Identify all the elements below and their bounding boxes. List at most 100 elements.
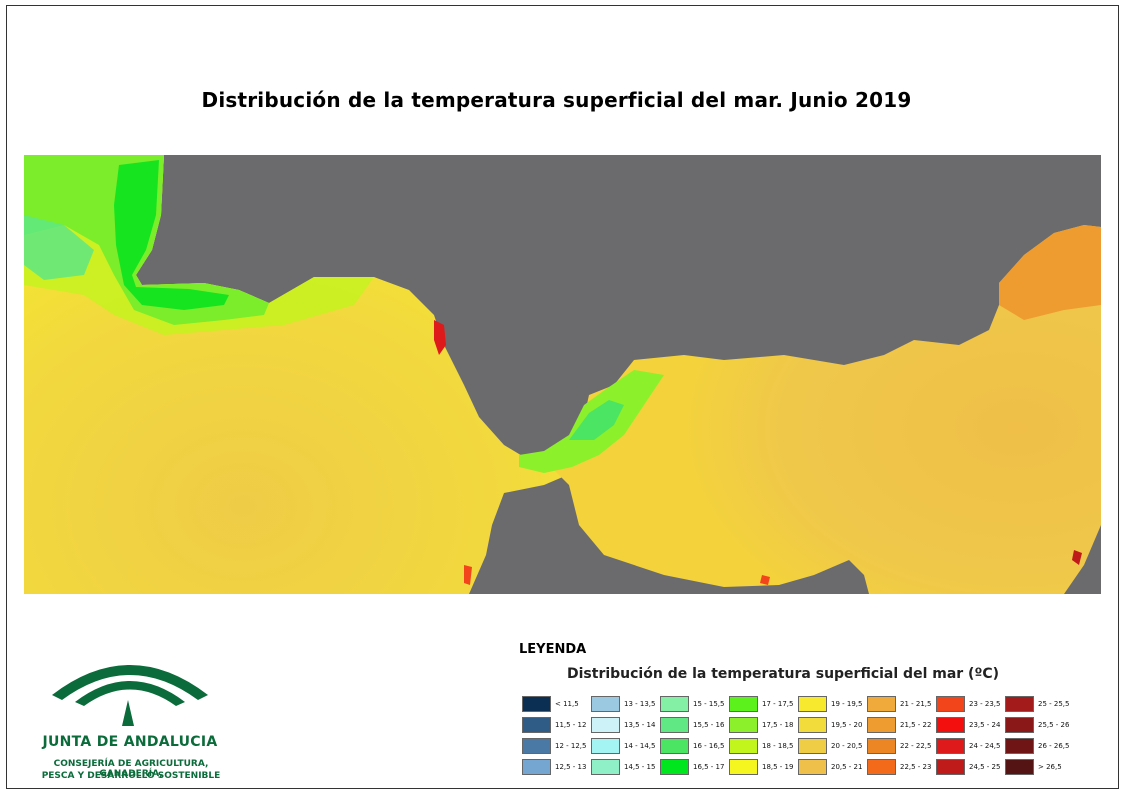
hot-coastal-spot-4 [760, 575, 770, 585]
legend-label: 21,5 - 22 [900, 721, 932, 729]
legend-swatch [729, 759, 758, 775]
legend-label: 16,5 - 17 [693, 763, 725, 771]
legend-label: 20 - 20,5 [831, 742, 863, 750]
legend-label: 15 - 15,5 [693, 700, 725, 708]
legend-swatch [522, 759, 551, 775]
legend-item: 22 - 22,5 [867, 737, 931, 755]
logo-subtitle-line2: PESCA Y DESARROLLO SOSTENIBLE [41, 771, 221, 781]
legend-item: 25 - 25,5 [1005, 695, 1069, 713]
legend-swatch [936, 696, 965, 712]
legend-item: 15,5 - 16 [660, 716, 724, 734]
sea-temperature-map [24, 155, 1101, 594]
legend-item: 19,5 - 20 [798, 716, 862, 734]
legend-label: < 11,5 [555, 700, 579, 708]
legend-label: 22 - 22,5 [900, 742, 932, 750]
cool-patch [24, 215, 94, 280]
legend-item: 15 - 15,5 [660, 695, 724, 713]
logo-name: JUNTA DE ANDALUCIA [42, 734, 218, 750]
atlantic-sea [24, 155, 572, 594]
legend-item: 20,5 - 21 [798, 758, 862, 776]
legend-item: 17 - 17,5 [729, 695, 793, 713]
legend-item: 18,5 - 19 [729, 758, 793, 776]
legend-label: 11,5 - 12 [555, 721, 587, 729]
legend-swatch [591, 696, 620, 712]
legend-swatch [660, 717, 689, 733]
legend-swatch [867, 738, 896, 754]
legend-label: 13,5 - 14 [624, 721, 656, 729]
legend-swatch [522, 696, 551, 712]
legend-swatch [798, 738, 827, 754]
logo-arch [122, 700, 134, 726]
legend-swatch [798, 759, 827, 775]
legend-label: 21 - 21,5 [900, 700, 932, 708]
legend-swatch [522, 717, 551, 733]
strait-core-zone [569, 400, 624, 440]
legend-swatch [522, 738, 551, 754]
legend-swatch [660, 738, 689, 754]
legend-item: 12,5 - 13 [522, 758, 586, 776]
legend-item: 25,5 - 26 [1005, 716, 1069, 734]
junta-andalucia-logo [52, 665, 208, 726]
legend-item: < 11,5 [522, 695, 579, 713]
map-title: Distribución de la temperatura superfici… [201, 88, 912, 112]
legend-label: 22,5 - 23 [900, 763, 932, 771]
legend-swatch [1005, 759, 1034, 775]
warm-northeast-zone [999, 225, 1101, 320]
legend-label: 18,5 - 19 [762, 763, 794, 771]
logo-arc-inner [75, 681, 185, 706]
legend-item: 16 - 16,5 [660, 737, 724, 755]
legend-label: 14,5 - 15 [624, 763, 656, 771]
legend-label: 18 - 18,5 [762, 742, 794, 750]
legend-swatch [729, 738, 758, 754]
legend-label: 17 - 17,5 [762, 700, 794, 708]
legend-swatch [591, 738, 620, 754]
legend-label: 23,5 - 24 [969, 721, 1001, 729]
legend-item: 20 - 20,5 [798, 737, 862, 755]
legend-item: 24 - 24,5 [936, 737, 1000, 755]
hot-coastal-spot-1 [434, 320, 446, 355]
legend-item: 13,5 - 14 [591, 716, 655, 734]
legend-swatch [591, 717, 620, 733]
alboran-sea [544, 225, 1101, 594]
legend-swatch [867, 717, 896, 733]
legend-label: 26 - 26,5 [1038, 742, 1070, 750]
legend-label: 13 - 13,5 [624, 700, 656, 708]
legend-item: 26 - 26,5 [1005, 737, 1069, 755]
legend-label: 24 - 24,5 [969, 742, 1001, 750]
legend-label: 12,5 - 13 [555, 763, 587, 771]
legend-swatch [729, 717, 758, 733]
hot-coastal-spot-2 [464, 565, 472, 585]
legend-item: 23 - 23,5 [936, 695, 1000, 713]
legend-item: 23,5 - 24 [936, 716, 1000, 734]
legend-item: 24,5 - 25 [936, 758, 1000, 776]
legend-heading: LEYENDA [519, 642, 587, 657]
legend-item: 22,5 - 23 [867, 758, 931, 776]
legend-swatch [1005, 717, 1034, 733]
legend-swatch [867, 759, 896, 775]
legend-item: 17,5 - 18 [729, 716, 793, 734]
legend-item: 19 - 19,5 [798, 695, 862, 713]
legend-label: 16 - 16,5 [693, 742, 725, 750]
legend-swatch [1005, 738, 1034, 754]
legend-label: 14 - 14,5 [624, 742, 656, 750]
legend-label: 25,5 - 26 [1038, 721, 1070, 729]
legend-item: 12 - 12,5 [522, 737, 586, 755]
legend-label: 24,5 - 25 [969, 763, 1001, 771]
legend-item: > 26,5 [1005, 758, 1062, 776]
legend-label: 15,5 - 16 [693, 721, 725, 729]
legend-item: 18 - 18,5 [729, 737, 793, 755]
legend-swatch [729, 696, 758, 712]
legend-label: 12 - 12,5 [555, 742, 587, 750]
hot-coastal-spot-3 [1072, 550, 1082, 565]
legend-swatch [1005, 696, 1034, 712]
legend-item: 21,5 - 22 [867, 716, 931, 734]
legend-label: > 26,5 [1038, 763, 1062, 771]
legend-label: 19 - 19,5 [831, 700, 863, 708]
legend-item: 13 - 13,5 [591, 695, 655, 713]
cold-core-zone [114, 160, 229, 310]
legend-item: 16,5 - 17 [660, 758, 724, 776]
legend-swatch [936, 717, 965, 733]
legend-item: 11,5 - 12 [522, 716, 586, 734]
legend-item: 14 - 14,5 [591, 737, 655, 755]
legend-swatch [798, 717, 827, 733]
